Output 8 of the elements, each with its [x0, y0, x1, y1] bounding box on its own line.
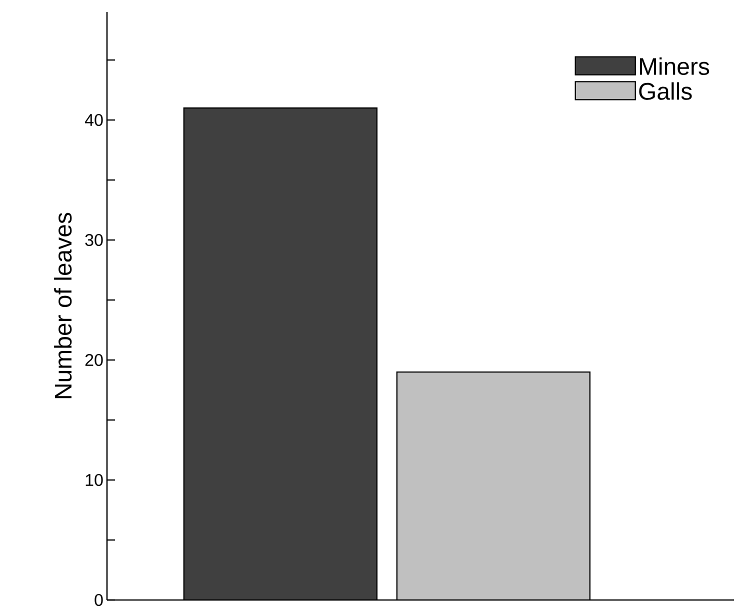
y-tick-label: 20 — [85, 354, 103, 366]
legend-label: Miners — [640, 57, 710, 75]
y-tick-label: 10 — [86, 474, 103, 486]
legend-label: Galls — [639, 82, 692, 100]
y-tick-label: 30 — [85, 234, 103, 246]
y-tick-label: 40 — [84, 114, 103, 126]
y-tick-label: 0 — [94, 594, 103, 606]
y-axis-title: Number of leaves — [54, 212, 72, 398]
